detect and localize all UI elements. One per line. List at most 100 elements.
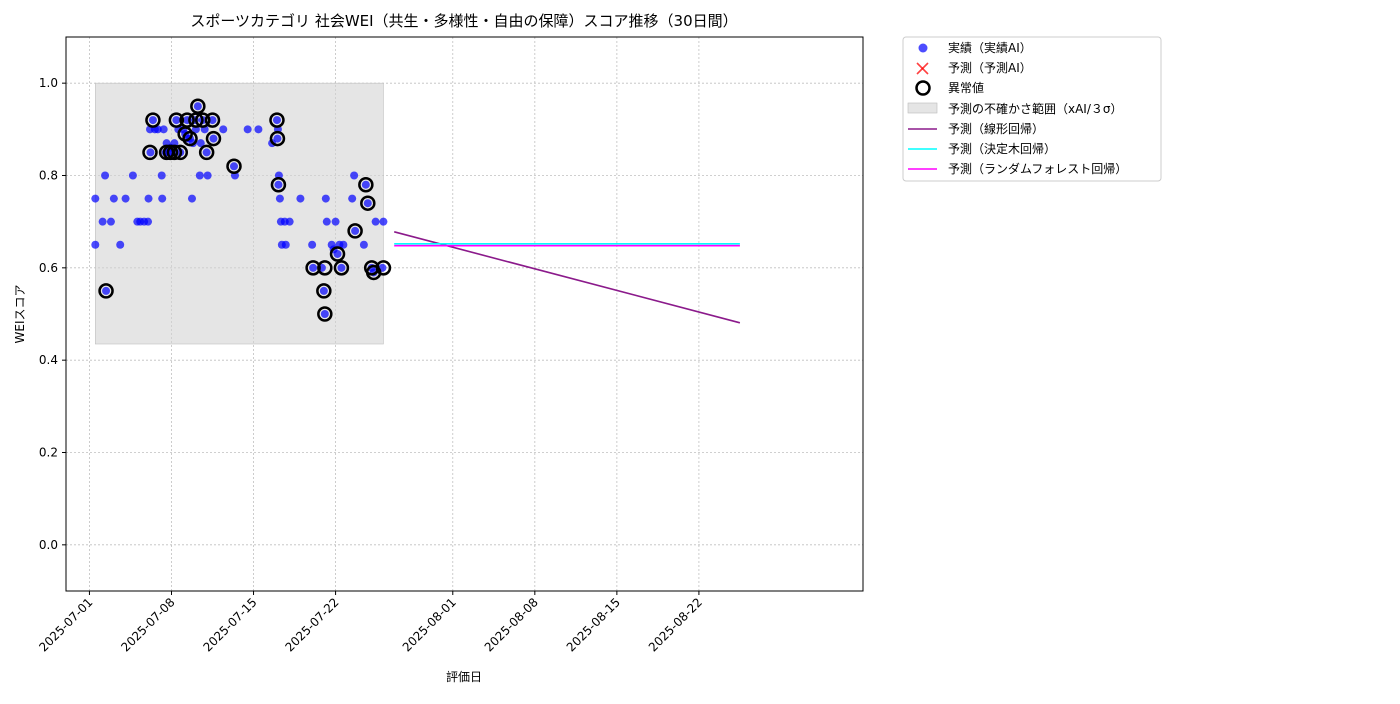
actual-point — [351, 226, 360, 235]
anomaly-marker — [375, 260, 392, 276]
actual-point — [146, 148, 155, 157]
x-tick-label: 2025-07-01 — [36, 595, 95, 654]
actual-point — [321, 194, 330, 203]
actual-point — [187, 194, 196, 203]
actual-point — [273, 134, 282, 143]
actual-point — [333, 249, 342, 258]
anomaly-marker — [316, 283, 332, 299]
actual-point — [116, 240, 125, 249]
legend-band-swatch — [907, 102, 938, 114]
actual-point — [285, 217, 294, 226]
y-axis-ticks: 0.0 0.2 0.4 0.6 0.8 1.0 — [39, 76, 66, 552]
anomaly-marker — [142, 144, 158, 161]
actual-point — [243, 125, 252, 134]
legend-predicted-marker — [916, 62, 929, 75]
actual-point — [109, 194, 118, 203]
x-tick-label: 2025-07-08 — [118, 595, 177, 654]
actual-point — [337, 263, 346, 272]
actual-point — [208, 116, 217, 125]
legend-box — [902, 36, 1162, 182]
legend-linear-label: 予測（線形回帰） — [948, 121, 1044, 136]
actual-point — [296, 194, 305, 203]
actual-point — [203, 171, 212, 180]
anomaly-marker — [226, 158, 242, 175]
y-tick-label: 1.0 — [39, 76, 58, 90]
actual-point — [209, 134, 218, 143]
linear-prediction-line — [393, 231, 741, 324]
uncertainty-band-layer — [95, 82, 384, 345]
legend-anomaly-label: 異常値 — [948, 80, 984, 95]
y-tick-label: 0.6 — [39, 261, 58, 275]
actual-point — [350, 171, 359, 180]
actual-point — [319, 286, 328, 295]
chart-title: スポーツカテゴリ 社会WEI（共生・多様性・自由の保障）スコア推移（30日間） — [190, 12, 737, 30]
anomaly-marker — [145, 112, 161, 128]
anomaly-marker — [98, 283, 114, 299]
actual-point — [308, 240, 317, 249]
anomaly-marker — [329, 246, 346, 262]
actual-point — [379, 217, 388, 226]
anomaly-marker — [182, 130, 198, 147]
actual-point — [144, 194, 153, 203]
legend: 実績（実績AI） 予測（予測AI） 異常値 予測の不確かさ範囲（xAI/３σ） … — [902, 36, 1162, 182]
actual-point — [274, 180, 283, 189]
actual-point — [272, 116, 281, 125]
actual-point — [144, 217, 153, 226]
x-axis-ticks: 2025-07-01 2025-07-08 2025-07-15 2025-07-22… — [36, 591, 705, 654]
actual-point — [153, 125, 162, 134]
actual-point — [275, 194, 284, 203]
actual-point — [106, 217, 115, 226]
anomaly-marker — [358, 176, 374, 193]
y-tick-label: 0.4 — [39, 353, 58, 367]
anomaly-marker — [270, 176, 287, 193]
actual-point — [363, 199, 372, 208]
y-tick-label: 0.0 — [39, 538, 58, 552]
anomaly-marker — [317, 306, 333, 322]
x-tick-label: 2025-07-22 — [282, 595, 341, 654]
anomaly-marker — [179, 112, 195, 128]
x-axis-label: 評価日 — [446, 669, 482, 684]
actual-point — [172, 116, 181, 125]
actual-point — [98, 217, 107, 226]
actual-point — [371, 217, 380, 226]
anomaly-marker — [198, 144, 215, 161]
actual-point — [159, 125, 168, 134]
actual-point — [219, 125, 228, 134]
anomaly-marker — [168, 112, 185, 128]
anomaly-marker — [269, 130, 286, 147]
y-tick-label: 0.2 — [39, 446, 58, 460]
actual-point — [121, 194, 130, 203]
anomaly-marker — [360, 195, 376, 211]
actual-point — [339, 240, 348, 249]
actual-point — [148, 116, 157, 125]
actual-point — [361, 180, 370, 189]
y-axis-label: WEIスコア — [13, 285, 27, 344]
legend-actual-label: 実績（実績AI） — [948, 40, 1032, 55]
actual-point — [320, 310, 329, 318]
actual-point — [158, 194, 167, 203]
actual-point — [102, 286, 111, 295]
uncertainty-band — [95, 82, 384, 345]
prediction-lines-layer — [393, 231, 741, 324]
y-tick-label: 0.8 — [39, 169, 58, 183]
anomaly-marker — [317, 260, 333, 276]
anomaly-marker — [166, 144, 183, 161]
actual-point — [193, 102, 202, 111]
legend-band-label: 予測の不確かさ範囲（xAI/３σ） — [948, 101, 1123, 116]
actual-point — [202, 148, 211, 157]
plot-frame — [65, 36, 864, 592]
legend-tree-label: 予測（決定木回帰） — [948, 141, 1056, 156]
anomaly-marker — [205, 130, 222, 147]
anomaly-marker — [204, 112, 221, 128]
x-tick-label: 2025-08-15 — [564, 595, 623, 654]
actual-point — [331, 217, 340, 226]
anomaly-markers-layer — [98, 98, 392, 322]
actual-point — [196, 139, 205, 148]
legend-actual-marker — [918, 43, 928, 53]
actual-point — [322, 217, 331, 226]
anomaly-marker — [305, 260, 321, 276]
actual-point — [229, 162, 238, 171]
x-tick-label: 2025-07-15 — [200, 595, 259, 654]
actual-point — [281, 240, 290, 249]
anomaly-marker — [347, 223, 363, 239]
